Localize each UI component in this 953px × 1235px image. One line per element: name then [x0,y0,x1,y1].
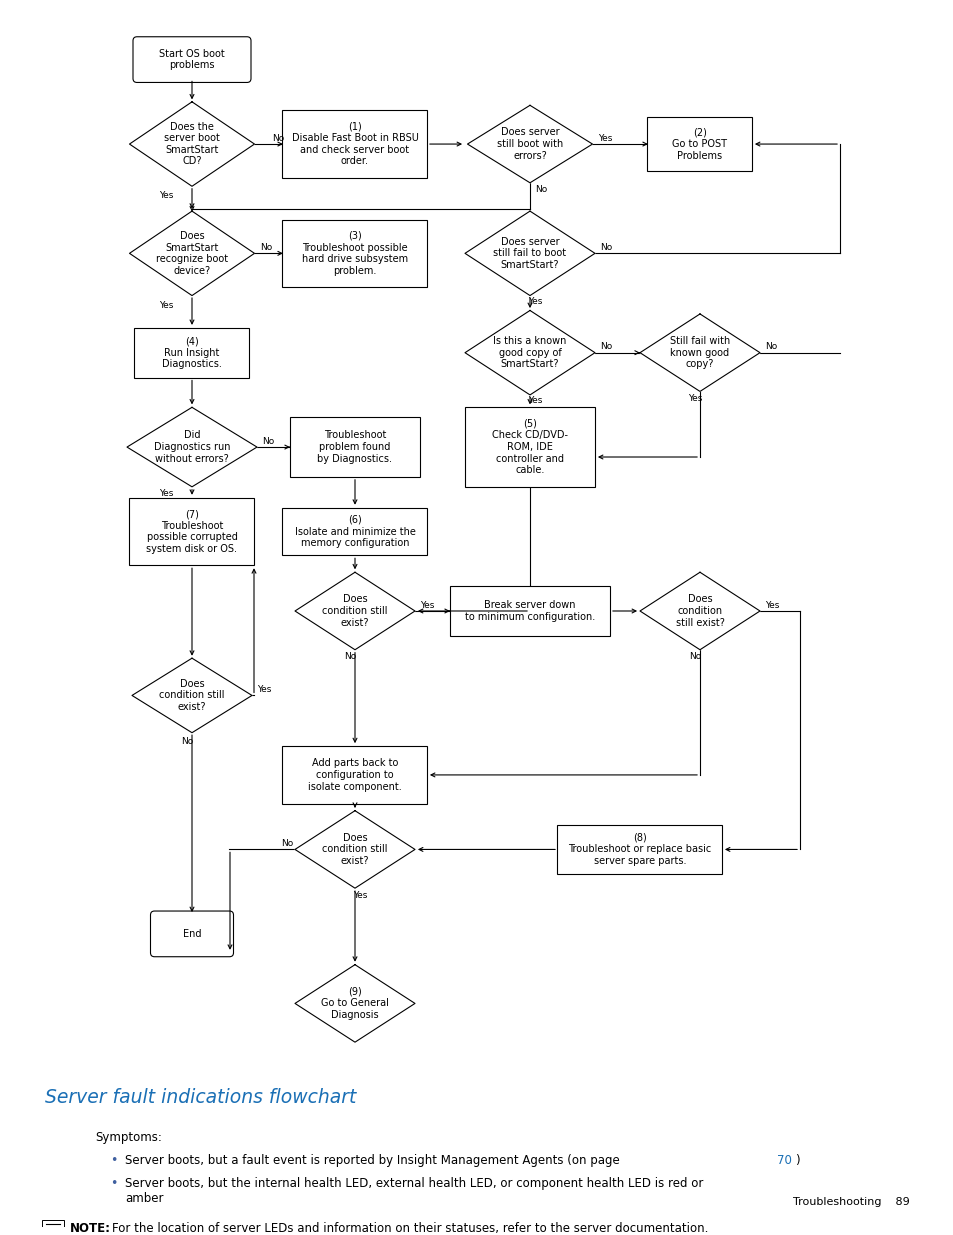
Text: (9)
Go to General
Diagnosis: (9) Go to General Diagnosis [321,987,389,1020]
Text: No: No [599,243,612,252]
Text: No: No [599,342,612,351]
Text: Does
condition still
exist?: Does condition still exist? [322,594,387,627]
Text: Yes: Yes [158,191,173,200]
FancyBboxPatch shape [282,508,427,556]
Text: (1)
Disable Fast Boot in RBSU
and check server boot
order.: (1) Disable Fast Boot in RBSU and check … [292,122,418,167]
FancyBboxPatch shape [42,1220,64,1235]
Text: 70: 70 [776,1155,791,1167]
FancyBboxPatch shape [282,110,427,178]
Text: Yes: Yes [598,133,612,142]
FancyBboxPatch shape [134,327,250,378]
FancyBboxPatch shape [450,587,609,636]
Text: Does
condition still
exist?: Does condition still exist? [322,832,387,866]
Text: (5)
Check CD/DVD-
ROM, IDE
controller and
cable.: (5) Check CD/DVD- ROM, IDE controller an… [492,419,567,475]
Text: ): ) [794,1155,799,1167]
Text: Break server down
to minimum configuration.: Break server down to minimum configurati… [464,600,595,621]
Polygon shape [294,810,415,888]
Polygon shape [294,965,415,1042]
Text: •: • [110,1155,117,1167]
Polygon shape [130,101,254,186]
Text: Yes: Yes [158,300,173,310]
Text: Troubleshooting    89: Troubleshooting 89 [792,1197,909,1207]
Text: Does server
still boot with
errors?: Does server still boot with errors? [497,127,562,161]
Text: No: No [260,243,272,252]
Text: No: No [181,736,193,746]
Polygon shape [294,572,415,650]
Text: No: No [280,839,293,848]
Text: Does
condition still
exist?: Does condition still exist? [159,679,225,713]
Text: Does server
still fail to boot
SmartStart?: Does server still fail to boot SmartStar… [493,237,566,270]
Text: No: No [272,133,284,142]
Polygon shape [467,105,592,183]
Text: Yes: Yes [764,600,779,610]
FancyBboxPatch shape [557,825,721,874]
FancyBboxPatch shape [282,746,427,804]
Text: (2)
Go to POST
Problems: (2) Go to POST Problems [672,127,727,161]
Text: Add parts back to
configuration to
isolate component.: Add parts back to configuration to isola… [308,758,401,792]
Text: Did
Diagnostics run
without errors?: Did Diagnostics run without errors? [153,431,230,463]
Text: Yes: Yes [687,394,701,403]
Text: (8)
Troubleshoot or replace basic
server spare parts.: (8) Troubleshoot or replace basic server… [568,832,711,866]
Text: End: End [183,929,201,939]
Text: (3)
Troubleshoot possible
hard drive subsystem
problem.: (3) Troubleshoot possible hard drive sub… [301,231,408,275]
FancyBboxPatch shape [282,220,427,287]
Text: Does the
server boot
SmartStart
CD?: Does the server boot SmartStart CD? [164,122,220,167]
Polygon shape [464,211,595,295]
Text: Server fault indications flowchart: Server fault indications flowchart [45,1088,356,1107]
Text: No: No [688,652,700,661]
Text: Yes: Yes [527,296,541,305]
Polygon shape [127,408,256,487]
FancyBboxPatch shape [290,417,419,477]
Text: Server boots, but a fault event is reported by Insight Management Agents (on pag: Server boots, but a fault event is repor… [125,1155,623,1167]
Polygon shape [464,310,595,395]
Polygon shape [132,658,252,732]
Text: Yes: Yes [353,890,367,899]
Text: (4)
Run Insight
Diagnostics.: (4) Run Insight Diagnostics. [162,336,222,369]
Text: No: No [262,437,274,446]
FancyBboxPatch shape [151,911,233,957]
Text: For the location of server LEDs and information on their statuses, refer to the : For the location of server LEDs and info… [112,1223,708,1235]
Text: Troubleshoot
problem found
by Diagnostics.: Troubleshoot problem found by Diagnostic… [317,431,392,463]
Text: (7)
Troubleshoot
possible corrupted
system disk or OS.: (7) Troubleshoot possible corrupted syst… [147,509,237,555]
Text: NOTE:: NOTE: [70,1223,111,1235]
Text: Yes: Yes [527,396,541,405]
Text: No: No [764,342,777,351]
Text: •: • [110,1177,117,1191]
Text: (6)
Isolate and minimize the
memory configuration: (6) Isolate and minimize the memory conf… [294,515,415,548]
Text: Is this a known
good copy of
SmartStart?: Is this a known good copy of SmartStart? [493,336,566,369]
Text: Server boots, but the internal health LED, external health LED, or component hea: Server boots, but the internal health LE… [125,1177,702,1205]
Polygon shape [639,572,760,650]
Text: Does
SmartStart
recognize boot
device?: Does SmartStart recognize boot device? [155,231,228,275]
Text: Does
condition
still exist?: Does condition still exist? [675,594,723,627]
Text: No: No [535,185,547,194]
Polygon shape [130,211,254,295]
FancyBboxPatch shape [647,117,752,172]
FancyBboxPatch shape [130,498,254,566]
Polygon shape [639,314,760,391]
Text: No: No [343,652,355,661]
Text: Still fail with
known good
copy?: Still fail with known good copy? [669,336,729,369]
Text: Yes: Yes [419,600,434,610]
Text: Yes: Yes [158,489,173,498]
FancyBboxPatch shape [132,37,251,83]
Text: Symptoms:: Symptoms: [95,1130,162,1144]
Text: Start OS boot
problems: Start OS boot problems [159,49,225,70]
Text: Yes: Yes [256,685,271,694]
FancyBboxPatch shape [464,408,595,487]
